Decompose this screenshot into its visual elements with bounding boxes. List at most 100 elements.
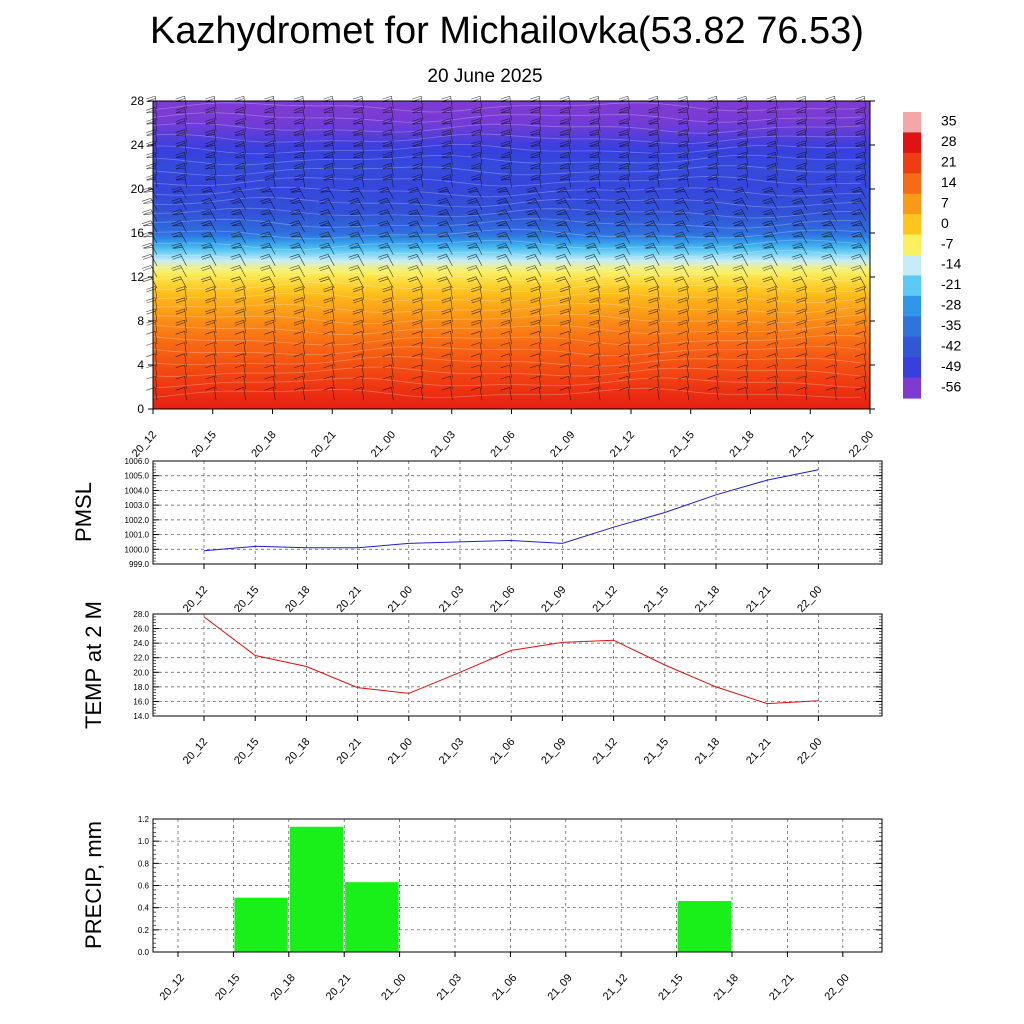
x-tick-label: 20_18 — [283, 736, 312, 767]
wind-barb — [319, 186, 335, 199]
wind-barb — [618, 342, 630, 356]
x-tick-label: 21_00 — [369, 429, 398, 460]
wind-barb — [323, 319, 335, 334]
wind-barb — [500, 387, 512, 401]
isotherm-line — [152, 366, 862, 377]
wind-barb — [496, 209, 512, 222]
wind-barb — [707, 387, 719, 401]
wind-barb — [352, 342, 365, 356]
wind-barb — [791, 231, 808, 244]
wind-barb — [293, 107, 305, 121]
wind-barb — [205, 286, 217, 300]
wind-barb — [736, 107, 749, 121]
wind-barb — [205, 297, 217, 311]
wind-barb — [673, 242, 690, 255]
wind-barb — [496, 254, 512, 266]
wind-barb — [234, 353, 246, 367]
wind-barb — [584, 254, 601, 266]
wind-barb — [559, 375, 571, 390]
wind-barb — [264, 286, 276, 300]
wind-barb — [348, 198, 365, 210]
wind-barb — [796, 118, 808, 132]
wind-barb — [559, 95, 571, 110]
wind-barb — [378, 186, 394, 199]
wind-barb — [382, 286, 394, 300]
wind-barb — [382, 151, 394, 166]
x-tick-label: 22_00 — [847, 429, 876, 460]
wind-barb — [618, 319, 630, 334]
x-tick-label: 20_15 — [190, 429, 219, 460]
wind-barb — [412, 151, 424, 166]
wind-barb — [525, 231, 542, 244]
wind-barb — [205, 308, 217, 322]
wind-barb — [762, 209, 778, 222]
wind-barb — [146, 331, 158, 345]
colorbar-label: 35 — [941, 113, 957, 129]
data-line — [203, 469, 819, 552]
wind-barb — [525, 186, 542, 199]
isotherm-line — [152, 218, 862, 229]
wind-barb — [762, 220, 778, 233]
wind-barb — [264, 297, 276, 311]
wind-barb — [264, 319, 276, 334]
wind-barb — [762, 254, 778, 266]
y-axis-label: TEMP at 2 M — [81, 601, 106, 729]
wind-barb — [264, 129, 276, 143]
wind-barb — [441, 174, 453, 188]
wind-barb — [146, 151, 158, 166]
wind-barb — [230, 198, 246, 210]
wind-barb — [825, 118, 837, 132]
wind-barb — [648, 364, 660, 378]
wind-barb — [471, 286, 483, 300]
wind-barb — [407, 186, 424, 199]
wind-barb — [703, 186, 719, 199]
wind-barb — [382, 174, 394, 188]
wind-barb — [850, 276, 867, 289]
colorbar-label: -35 — [941, 317, 961, 333]
wind-barb — [850, 242, 867, 255]
x-tick-label: 21_00 — [386, 584, 415, 615]
wind-barb — [584, 220, 601, 233]
y-tick-label: 16.0 — [133, 697, 149, 706]
wind-barb — [825, 140, 837, 154]
wind-barb — [821, 231, 837, 244]
colorbar-swatch — [903, 214, 921, 236]
wind-barb — [323, 151, 335, 166]
wind-barb — [677, 387, 690, 401]
wind-barb — [736, 331, 749, 345]
wind-barb — [825, 107, 837, 121]
wind-barb — [471, 353, 483, 367]
wind-barb — [559, 364, 571, 378]
wind-barb — [589, 129, 601, 143]
wind-barb — [441, 107, 453, 121]
wind-barb — [264, 375, 276, 390]
wind-barb — [382, 118, 394, 132]
wind-barb — [260, 186, 276, 199]
x-tick-label: 22_00 — [795, 584, 824, 615]
colorbar-swatch — [903, 152, 921, 174]
wind-barb — [732, 242, 749, 255]
wind-barb — [466, 265, 483, 278]
wind-barb — [555, 209, 571, 222]
wind-barb — [352, 95, 365, 110]
wind-barb — [555, 220, 571, 233]
wind-barb — [614, 198, 630, 210]
wind-barb — [796, 163, 808, 177]
wind-barb — [175, 342, 187, 356]
wind-barb — [412, 297, 424, 311]
wind-barb — [348, 231, 365, 244]
wind-barb — [648, 118, 660, 132]
wind-barb — [437, 276, 453, 289]
colorbar-label: 14 — [941, 174, 957, 190]
x-tick-label: 21_12 — [590, 736, 619, 767]
wind-barb — [589, 163, 601, 177]
wind-barb — [234, 163, 246, 177]
wind-barb — [500, 95, 512, 110]
wind-barb — [412, 286, 424, 300]
wind-barb — [703, 209, 719, 222]
x-tick-label: 21_18 — [727, 429, 756, 460]
wind-barb — [707, 342, 719, 356]
wind-barb — [260, 220, 276, 233]
wind-barb — [175, 297, 187, 311]
wind-barb — [677, 129, 690, 143]
